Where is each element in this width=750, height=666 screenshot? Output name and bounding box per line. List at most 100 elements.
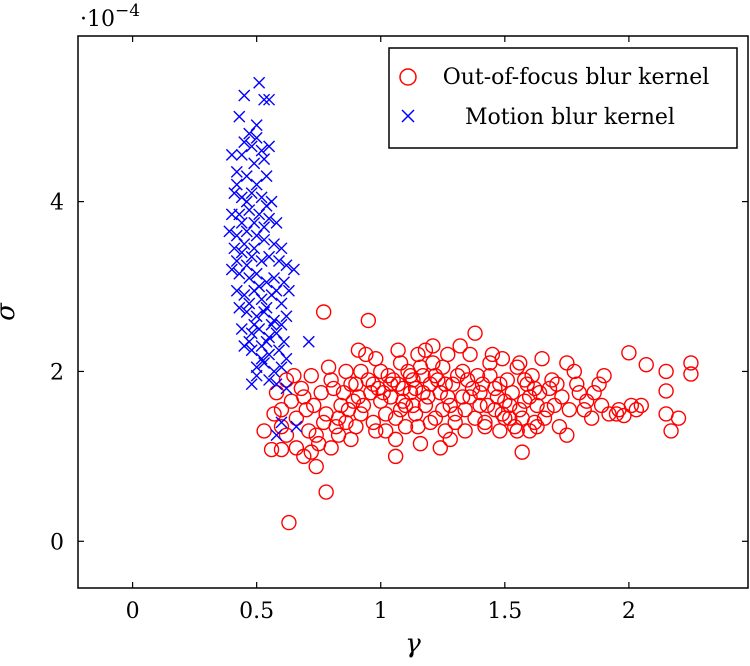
- motion-point: [240, 170, 253, 183]
- legend-box: [388, 47, 738, 149]
- out-of-focus-point: [365, 414, 381, 431]
- out-of-focus-point: [462, 389, 478, 405]
- out-of-focus-point: [467, 325, 483, 341]
- out-of-focus-point: [482, 367, 498, 384]
- motion-point: [238, 89, 251, 102]
- motion-point: [255, 352, 268, 365]
- out-of-focus-point: [514, 444, 530, 460]
- out-of-focus-point: [492, 376, 508, 392]
- motion-point: [243, 204, 256, 217]
- motion-point: [282, 284, 295, 297]
- motion-point: [255, 144, 268, 157]
- out-of-focus-point: [663, 423, 679, 439]
- out-of-focus-point: [509, 359, 525, 375]
- out-of-focus-point: [395, 380, 411, 397]
- motion-point: [260, 199, 273, 212]
- legend: Out-of-focus blur kernel Motion blur ker…: [388, 47, 738, 149]
- out-of-focus-point: [521, 423, 538, 439]
- out-of-focus-point: [320, 359, 337, 375]
- out-of-focus-point: [303, 367, 319, 384]
- motion-point: [258, 233, 271, 246]
- out-of-focus-point: [549, 376, 565, 392]
- out-of-focus-point: [539, 401, 555, 418]
- out-of-focus-point: [534, 351, 550, 367]
- out-of-focus-point: [296, 389, 312, 405]
- out-of-focus-point: [330, 427, 347, 443]
- out-of-focus-point: [266, 406, 282, 422]
- y-scale-base: ·10: [80, 7, 115, 32]
- motion-point: [258, 221, 271, 234]
- motion-point: [243, 297, 256, 310]
- motion-point: [268, 365, 281, 378]
- motion-point: [275, 297, 288, 310]
- out-of-focus-point: [390, 376, 406, 392]
- out-of-focus-point: [544, 372, 560, 388]
- motion-point: [265, 318, 278, 331]
- y-scale-exponent: −4: [115, 1, 140, 21]
- motion-point: [225, 148, 238, 161]
- motion-point: [260, 335, 273, 348]
- motion-point: [263, 93, 276, 106]
- out-of-focus-point: [273, 418, 290, 435]
- out-of-focus-point: [417, 397, 434, 414]
- out-of-focus-point: [338, 414, 354, 431]
- out-of-focus-point: [412, 359, 429, 375]
- out-of-focus-point: [516, 393, 533, 409]
- motion-point: [270, 216, 283, 229]
- motion-point: [270, 378, 283, 391]
- motion-point: [248, 242, 261, 255]
- motion-point: [243, 127, 256, 140]
- out-of-focus-point: [273, 401, 290, 418]
- out-of-focus-point: [308, 427, 324, 443]
- motion-point: [233, 267, 246, 280]
- out-of-focus-point: [293, 380, 310, 397]
- motion-point: [243, 272, 256, 285]
- motion-point: [250, 178, 263, 191]
- x-tick-label: 0.5: [239, 599, 274, 624]
- out-of-focus-point: [375, 384, 391, 401]
- out-of-focus-point: [499, 372, 515, 388]
- motion-point: [233, 301, 246, 314]
- out-of-focus-point: [415, 384, 431, 401]
- out-of-focus-point: [454, 363, 471, 380]
- out-of-focus-point: [658, 363, 674, 380]
- out-of-focus-point: [422, 414, 439, 431]
- motion-point: [270, 327, 283, 340]
- out-of-focus-point: [402, 367, 419, 384]
- out-of-focus-point: [427, 367, 444, 384]
- out-of-focus-point: [318, 484, 334, 500]
- motion-point: [245, 187, 258, 200]
- out-of-focus-point: [472, 397, 488, 414]
- y-tick-label: 2: [50, 360, 64, 385]
- out-of-focus-point: [454, 389, 471, 405]
- out-of-focus-point: [365, 376, 381, 392]
- out-of-focus-point: [368, 351, 384, 367]
- out-of-focus-point: [350, 389, 367, 405]
- motion-point: [263, 250, 276, 263]
- motion-point: [245, 140, 258, 153]
- motion-point: [248, 318, 261, 331]
- out-of-focus-point: [462, 346, 478, 363]
- out-of-focus-point: [442, 397, 458, 414]
- x-tick-label: 2: [622, 599, 636, 624]
- motion-point: [253, 208, 266, 221]
- y-scale-factor: ·10−4: [80, 1, 140, 32]
- out-of-focus-point: [437, 423, 453, 439]
- motion-point: [277, 335, 290, 348]
- motion-point: [245, 250, 258, 263]
- out-of-focus-point: [683, 366, 699, 382]
- axis-ticks: 0 0.5 1 1.5 2 0 2 4: [50, 36, 748, 624]
- out-of-focus-point: [405, 372, 421, 388]
- motion-point: [258, 93, 271, 106]
- out-of-focus-point: [306, 397, 322, 414]
- y-axis-label: σ: [0, 302, 21, 321]
- motion-point: [263, 140, 276, 153]
- out-of-focus-point: [494, 351, 511, 367]
- out-of-focus-point: [601, 406, 617, 422]
- motion-point: [280, 352, 293, 365]
- out-of-focus-point: [405, 397, 421, 414]
- out-of-focus-point: [484, 346, 501, 363]
- motion-point: [238, 289, 251, 302]
- out-of-focus-point: [449, 367, 466, 384]
- out-of-focus-point: [616, 407, 632, 424]
